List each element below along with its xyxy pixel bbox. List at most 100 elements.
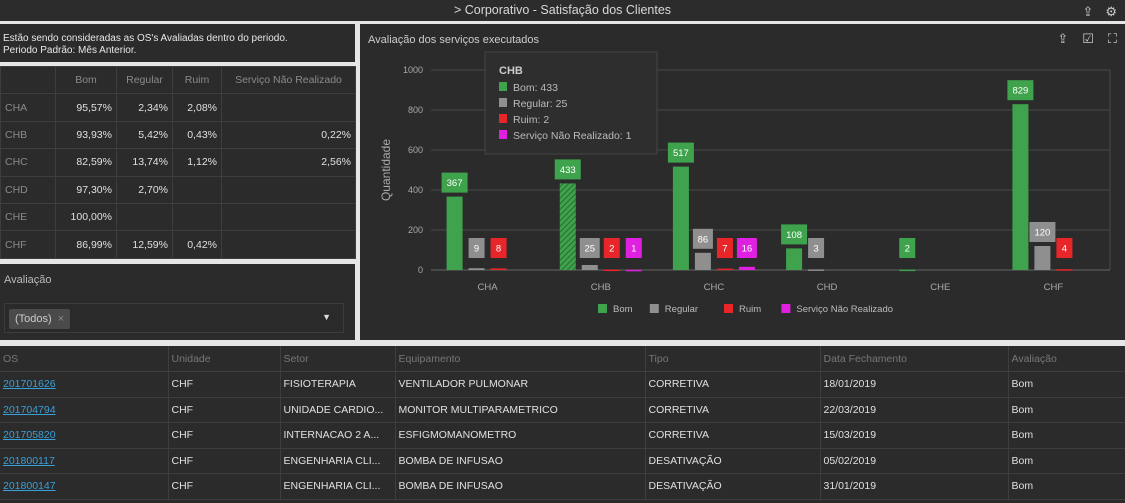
- y-tick-label: 600: [408, 145, 423, 155]
- data-label-box: [579, 238, 600, 258]
- data-label: 25: [584, 244, 595, 255]
- bar: [1034, 246, 1051, 270]
- os-link[interactable]: 201800117: [3, 454, 55, 467]
- data-label-box: [1007, 80, 1034, 101]
- table-cell: DESATIVAÇÃO: [645, 448, 821, 474]
- table-row: 201800147 CHF ENGENHARIA CLI... BOMBA DE IN…: [0, 473, 1125, 500]
- column-header[interactable]: Unidade: [168, 346, 281, 372]
- summary-row: CHC 82,59% 13,74% 1,12% 2,56%: [0, 148, 356, 177]
- data-label: 2: [905, 244, 910, 255]
- bar: [738, 266, 755, 270]
- data-label: 108: [786, 230, 802, 241]
- summary-cell: 2,70%: [116, 175, 173, 204]
- data-label-box: [716, 238, 733, 258]
- data-label-box: [1029, 222, 1056, 242]
- column-header[interactable]: Setor: [280, 346, 396, 372]
- data-label: 9: [474, 244, 479, 255]
- data-label: 4: [1062, 244, 1067, 255]
- table-row: 201704794 CHF UNIDADE CARDIO... MONITOR MUL…: [0, 397, 1125, 423]
- data-label-box: [808, 238, 825, 258]
- table-cell: MONITOR MULTIPARAMETRICO: [395, 397, 646, 423]
- summary-cell: [116, 202, 173, 232]
- table-cell: CORRETIVA: [645, 422, 821, 449]
- table-cell: UNIDADE CARDIO...: [280, 397, 396, 423]
- orders-table: OS Unidade Setor Equipamento Tipo Data Fecham…: [0, 346, 1125, 503]
- column-header[interactable]: Data Fechamento: [820, 346, 1009, 372]
- chart-title: Avaliação dos serviços executados: [368, 34, 540, 46]
- data-label: 16: [742, 244, 753, 255]
- table-cell: Bom: [1008, 422, 1125, 449]
- data-label: 433: [560, 165, 576, 176]
- share-icon[interactable]: ⇪: [1082, 4, 1094, 19]
- table-cell: CHF: [168, 473, 281, 500]
- os-link[interactable]: 201705820: [3, 429, 56, 442]
- info-line-2: Periodo Padrão: Mês Anterior.: [3, 45, 137, 56]
- summary-cell: [172, 202, 222, 232]
- table-cell: CHF: [168, 422, 281, 449]
- bar: [468, 268, 485, 270]
- table-cell: DESATIVAÇÃO: [645, 473, 821, 500]
- table-cell: CORRETIVA: [645, 397, 821, 423]
- summary-cell: 100,00%: [55, 202, 117, 232]
- summary-cell: 2,34%: [116, 93, 173, 122]
- info-line-1: Estão sendo consideradas as OS's Avaliad…: [3, 33, 288, 44]
- info-panel: Estão sendo consideradas as OS's Avaliad…: [0, 24, 355, 62]
- tooltip-line: Regular: 25: [513, 98, 567, 110]
- os-link[interactable]: 201704794: [3, 403, 56, 416]
- data-label: 367: [447, 178, 463, 189]
- os-link[interactable]: 201800147: [3, 480, 56, 493]
- y-tick-label: 800: [408, 105, 423, 115]
- summary-cell: 5,42%: [116, 120, 173, 150]
- bar: [1056, 269, 1073, 271]
- data-label-box: [667, 142, 694, 163]
- share-icon[interactable]: ⇪: [1057, 31, 1069, 46]
- table-cell: CHF: [168, 448, 281, 474]
- column-header[interactable]: Tipo: [645, 346, 821, 372]
- tooltip-swatch: [499, 114, 507, 123]
- tooltip: [484, 51, 658, 155]
- filter-settings-icon[interactable]: ⚙: [1105, 4, 1117, 19]
- table-cell: BOMBA DE INFUSAO: [395, 473, 646, 500]
- column-header[interactable]: Avaliação: [1008, 346, 1125, 372]
- summary-cell: CHB: [0, 120, 56, 150]
- os-link[interactable]: 201701626: [3, 378, 56, 391]
- avaliacao-select[interactable]: (Todos) × ▼: [4, 303, 344, 333]
- bar: [581, 265, 598, 270]
- data-label-box: [468, 238, 485, 258]
- summary-cell: 93,93%: [55, 120, 117, 150]
- page-title: > Corporativo - Satisfação dos Clientes: [453, 3, 672, 17]
- legend-swatch: [598, 304, 607, 313]
- data-label-box: [603, 238, 620, 258]
- summary-table: Bom Regular Ruim Serviço Não Realizado CHA 95…: [0, 65, 356, 259]
- data-label-box: [490, 238, 507, 258]
- y-tick-label: 400: [408, 185, 423, 195]
- table-cell: Bom: [1008, 371, 1125, 398]
- remove-chip-icon[interactable]: ×: [57, 313, 65, 325]
- bar: [672, 166, 689, 270]
- summary-cell: 2,56%: [221, 148, 356, 177]
- data-label-box: [625, 238, 642, 258]
- data-label: 7: [722, 244, 727, 255]
- checkbox-icon[interactable]: ☑: [1082, 31, 1094, 46]
- summary-cell: 0,42%: [172, 230, 222, 259]
- summary-cell: CHD: [0, 175, 56, 204]
- column-header[interactable]: OS: [0, 346, 169, 372]
- summary-cell: [221, 202, 356, 232]
- bar: [446, 196, 463, 270]
- table-cell: Bom: [1008, 397, 1125, 423]
- data-label-box: [1056, 238, 1073, 258]
- fullscreen-icon[interactable]: ⛶: [1107, 31, 1117, 46]
- summary-cell: CHF: [0, 230, 56, 259]
- column-header[interactable]: Equipamento: [395, 346, 646, 372]
- table-cell: ENGENHARIA CLI...: [280, 473, 396, 500]
- top-bar: > Corporativo - Satisfação dos Clientes …: [0, 0, 1125, 21]
- chevron-down-icon[interactable]: ▼: [322, 312, 331, 322]
- bar: [786, 248, 803, 270]
- bar: [808, 269, 825, 271]
- summary-cell: [221, 93, 356, 122]
- table-cell: FISIOTERAPIA: [280, 371, 396, 398]
- bar: [694, 252, 711, 270]
- table-cell: 15/03/2019: [820, 422, 1009, 449]
- summary-cell: 82,59%: [55, 148, 117, 177]
- summary-cell: [172, 175, 222, 204]
